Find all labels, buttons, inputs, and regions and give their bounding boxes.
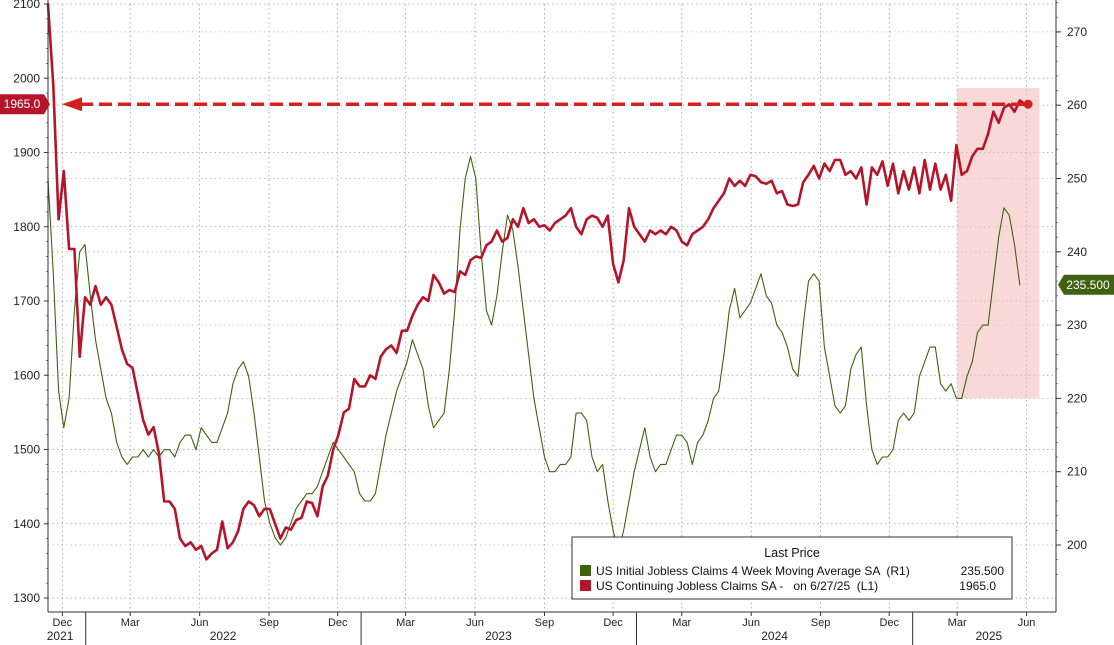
x-month-label: Dec	[603, 617, 623, 629]
right-last-value-badge: 235.500	[1058, 274, 1114, 295]
x-year-label: 2025	[975, 629, 1002, 643]
badge-value: 1965.0	[4, 97, 41, 111]
left-tick-label: 1800	[13, 220, 40, 234]
legend-swatch-initial-claims	[580, 565, 591, 576]
badge-shape	[1058, 274, 1114, 295]
x-month-label: Dec	[53, 617, 73, 629]
arrow-head	[62, 97, 82, 112]
x-axis: Dec Mar Jun Sep Dec Mar Jun Sep Dec Mar Jun Sep Dec M…	[47, 611, 1056, 645]
left-axis: 1300 1400 1500 1600 1700 1800 1900 2000 2100 1965…	[0, 0, 50, 612]
x-month-label: Jun	[1018, 617, 1036, 629]
annotation-layer	[62, 97, 1033, 112]
x-month-label: Jun	[466, 617, 484, 629]
series-line	[47, 155, 1021, 553]
x-month-label: Sep	[811, 617, 831, 629]
x-month-label: Mar	[948, 617, 967, 629]
badge-shape	[0, 94, 50, 115]
left-tick-label: 1400	[13, 517, 40, 531]
badge-value: 235.500	[1066, 278, 1110, 292]
x-month-label: Sep	[535, 617, 555, 629]
x-month-label: Sep	[259, 617, 279, 629]
right-tick-label: 240	[1067, 245, 1087, 259]
legend-swatch-continuing-claims	[580, 580, 591, 591]
left-tick-label: 2100	[13, 0, 40, 11]
left-last-value-badge: 1965.0	[0, 94, 50, 115]
right-axis: 200 210 220 230 240 250 260 270 235.500	[1055, 0, 1114, 612]
right-tick-label: 260	[1067, 98, 1087, 112]
right-tick-label: 230	[1067, 318, 1087, 332]
left-tick-label: 1900	[13, 146, 40, 160]
right-tick-label: 210	[1067, 465, 1087, 479]
x-month-label: Mar	[672, 617, 691, 629]
right-tick-label: 250	[1067, 172, 1087, 186]
right-tick-label: 220	[1067, 391, 1087, 405]
x-year-label: 2022	[210, 629, 237, 643]
legend-value-continuing-claims: 1965.0	[959, 579, 996, 593]
arrow-end-dot	[1023, 99, 1033, 109]
initial-claims-series	[47, 155, 1021, 553]
legend-label-continuing-claims: US Continuing Jobless Claims SA - on 6/2…	[596, 579, 878, 593]
right-tick-label: 200	[1067, 538, 1087, 552]
left-tick-label: 1600	[13, 368, 40, 382]
left-tick-label: 1300	[13, 591, 40, 605]
right-tick-label: 270	[1067, 25, 1087, 39]
legend-title: Last Price	[764, 546, 820, 560]
x-year-label: 2021	[47, 629, 74, 643]
left-tick-label: 1700	[13, 294, 40, 308]
x-month-label: Mar	[396, 617, 415, 629]
legend-label-initial-claims: US Initial Jobless Claims 4 Week Moving …	[596, 564, 910, 578]
x-year-label: 2024	[761, 629, 788, 643]
x-month-label: Dec	[879, 617, 899, 629]
x-month-label: Jun	[191, 617, 209, 629]
left-tick-label: 2000	[13, 71, 40, 85]
left-tick-label: 1500	[13, 443, 40, 457]
series-line	[46, 2, 1027, 561]
continuing-claims-series	[46, 2, 1027, 561]
legend: Last Price US Initial Jobless Claims 4 W…	[571, 536, 1013, 600]
x-month-label: Dec	[328, 617, 348, 629]
x-month-label: Jun	[742, 617, 760, 629]
legend-box	[571, 536, 1013, 600]
x-year-label: 2023	[485, 629, 512, 643]
x-month-label: Mar	[121, 617, 140, 629]
legend-value-initial-claims: 235.500	[961, 564, 1005, 578]
